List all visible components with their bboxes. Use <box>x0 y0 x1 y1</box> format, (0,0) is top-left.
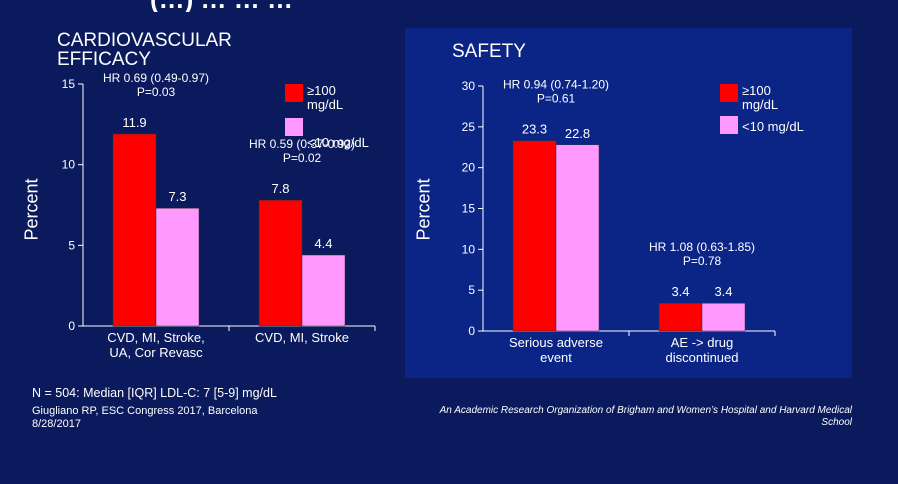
safety-y-tick-label: 0 <box>468 324 475 338</box>
efficacy-bar-value-label: 7.8 <box>271 181 289 196</box>
top-title-fragment: (…) … … … <box>0 0 898 12</box>
safety-y-tick-label: 15 <box>462 202 476 216</box>
efficacy-p-label: P=0.03 <box>137 85 176 99</box>
safety-legend-high-label: ≥100 mg/dL <box>742 83 779 112</box>
efficacy-bar-high <box>112 133 157 327</box>
safety-p-label: P=0.78 <box>683 254 722 268</box>
safety-bar-low <box>701 302 746 332</box>
legend-swatch-low <box>720 116 738 134</box>
safety-bar-high <box>512 140 557 332</box>
credit: An Academic Research Organization of Bri… <box>360 405 852 429</box>
efficacy-legend-low: <10 mg/dL <box>285 118 395 150</box>
safety-category-label: AE -> drug <box>671 335 734 350</box>
safety-p-label: P=0.61 <box>537 92 576 106</box>
efficacy-bar-value-label: 11.9 <box>122 115 146 130</box>
legend-swatch-high <box>285 84 303 102</box>
efficacy-category-label: UA, Cor Revasc <box>109 345 203 360</box>
efficacy-p-label: P=0.02 <box>283 151 322 165</box>
efficacy-bar-value-label: 7.3 <box>168 189 186 204</box>
safety-bar-value-label: 3.4 <box>671 284 689 299</box>
safety-y-tick-label: 10 <box>462 242 476 256</box>
efficacy-legend-low-label: <10 mg/dL <box>307 135 369 150</box>
legend-swatch-high <box>720 84 738 102</box>
safety-bar-high <box>658 302 703 332</box>
safety-y-tick-label: 25 <box>462 120 476 134</box>
efficacy-y-tick-label: 10 <box>62 158 76 172</box>
efficacy-legend-high: ≥100 mg/dL <box>285 84 395 112</box>
safety-y-tick-label: 20 <box>462 161 476 175</box>
efficacy-title-line1: CARDIOVASCULAR <box>57 30 232 51</box>
efficacy-title-line2: EFFICACY <box>57 49 151 70</box>
efficacy-category-label: CVD, MI, Stroke <box>255 330 349 345</box>
efficacy-bar-high <box>258 199 303 327</box>
credit-line1: An Academic Research Organization of Bri… <box>439 405 852 416</box>
top-title-text: (…) … … … <box>150 0 293 12</box>
efficacy-hr-label: HR 0.59 (0.37-0.92) <box>249 137 355 151</box>
efficacy-bar-value-label: 4.4 <box>314 236 332 251</box>
footer-note: N = 504: Median [IQR] LDL-C: 7 [5-9] mg/… <box>32 386 277 400</box>
efficacy-y-tick-label: 15 <box>62 77 76 91</box>
efficacy-y-tick-label: 5 <box>68 238 75 252</box>
safety-y-tick-label: 5 <box>468 283 475 297</box>
efficacy-legend-high-label: ≥100 mg/dL <box>307 83 344 112</box>
efficacy-bar-low <box>301 254 346 327</box>
citation-line2: 8/28/2017 <box>32 418 81 430</box>
efficacy-legend: ≥100 mg/dL <10 mg/dL <box>285 84 395 150</box>
safety-y-tick-label: 30 <box>462 79 476 93</box>
credit-line2: School <box>821 417 852 428</box>
efficacy-category-label: CVD, MI, Stroke, <box>107 330 205 345</box>
safety-category-label: discontinued <box>666 350 739 365</box>
efficacy-y-tick-label: 0 <box>68 319 75 333</box>
safety-legend-low: <10 mg/dL <box>720 116 830 134</box>
safety-hr-label: HR 1.08 (0.63-1.85) <box>649 240 755 254</box>
safety-legend-low-label: <10 mg/dL <box>742 119 804 134</box>
safety-category-label: Serious adverse <box>509 335 603 350</box>
safety-title: SAFETY <box>452 41 526 62</box>
safety-bar-value-label: 3.4 <box>714 284 732 299</box>
safety-hr-label: HR 0.94 (0.74-1.20) <box>503 78 609 92</box>
safety-legend-high: ≥100 mg/dL <box>720 84 830 112</box>
safety-bar-value-label: 22.8 <box>565 126 590 141</box>
safety-bar-value-label: 23.3 <box>522 122 547 137</box>
citation-line1: Giugliano RP, ESC Congress 2017, Barcelo… <box>32 405 258 417</box>
safety-bar-low <box>555 144 600 332</box>
safety-category-label: event <box>540 350 572 365</box>
legend-swatch-low <box>285 118 303 136</box>
efficacy-bar-low <box>155 207 200 327</box>
safety-legend: ≥100 mg/dL <10 mg/dL <box>720 84 830 134</box>
efficacy-hr-label: HR 0.69 (0.49-0.97) <box>103 71 209 85</box>
